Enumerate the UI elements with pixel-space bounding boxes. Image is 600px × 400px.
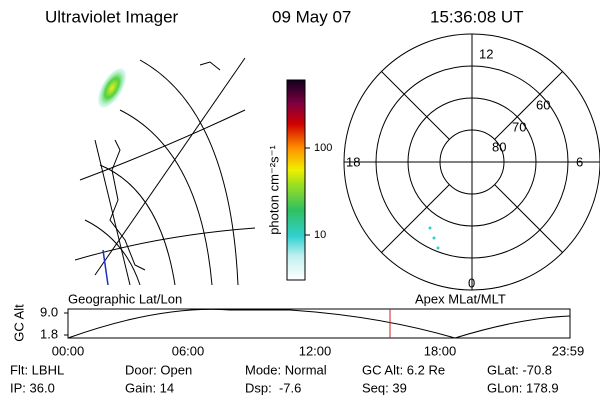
- timeline-ylabel: GC Alt: [11, 304, 26, 342]
- time: 15:36:08 UT: [430, 7, 524, 26]
- timeline-xtick: 00:00: [52, 343, 85, 358]
- colorbar-tick-label: 100: [314, 142, 332, 154]
- colorbar-label: photon cm⁻²s⁻¹: [266, 145, 281, 235]
- timeline: [64, 308, 571, 339]
- status-field: Mode: Normal: [245, 362, 327, 377]
- status-field: GC Alt: 6.2 Re: [362, 362, 445, 377]
- geo-map: [75, 57, 255, 285]
- colorbar: [286, 79, 306, 281]
- mlt-label: 12: [479, 46, 493, 61]
- mlat-label: 80: [492, 139, 506, 154]
- title: Ultraviolet Imager: [45, 7, 179, 26]
- status-field: Door: Open: [125, 362, 192, 377]
- caption: Apex MLat/MLT: [415, 291, 506, 306]
- mlt-label: 0: [468, 275, 475, 290]
- status: Flt: LBHL Door: Open Mode: Normal GC Alt: 6…: [10, 362, 559, 395]
- timeline-ytick: 1.8: [40, 326, 58, 341]
- status-field: IP: 36.0: [10, 380, 55, 395]
- status-field: Seq: 39: [362, 380, 407, 395]
- mlt-label: 18: [346, 154, 360, 169]
- timeline-xtick: 12:00: [299, 343, 332, 358]
- colorbar-tick-label: 10: [314, 229, 326, 241]
- polar-plot: [343, 33, 600, 291]
- mlat-label: 60: [536, 97, 550, 112]
- status-field: GLat: -70.8: [487, 362, 552, 377]
- mlat-label: 70: [512, 119, 526, 134]
- status-field: Flt: LBHL: [10, 362, 64, 377]
- caption: Geographic Lat/Lon: [68, 291, 182, 306]
- timeline-xtick: 06:00: [172, 343, 205, 358]
- timeline-xtick: 18:00: [424, 343, 457, 358]
- date: 09 May 07: [272, 7, 351, 26]
- mlt-label: 6: [576, 154, 583, 169]
- status-field: GLon: 178.9: [487, 380, 559, 395]
- status-field: Dsp: -7.6: [245, 380, 301, 395]
- timeline-ytick: 9.0: [40, 304, 58, 319]
- status-field: Gain: 14: [125, 380, 174, 395]
- timeline-xtick: 23:59: [552, 343, 585, 358]
